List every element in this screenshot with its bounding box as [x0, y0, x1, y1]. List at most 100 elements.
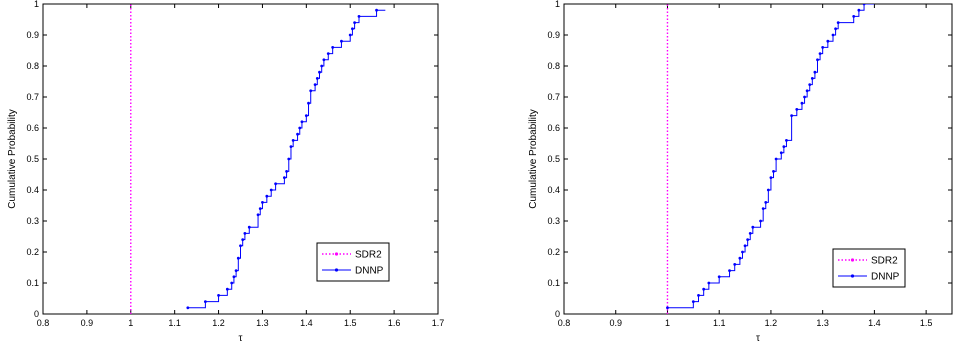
x-tick-label: 1.1	[713, 318, 726, 328]
plot-series-group	[130, 4, 386, 314]
legend-box	[316, 242, 390, 282]
series-dnnp-point	[862, 4, 866, 6]
series-dnnp-point	[772, 170, 775, 173]
series-dnnp-point	[821, 46, 825, 49]
series-dnnp-point	[331, 46, 335, 49]
series-dnnp-point	[751, 225, 755, 229]
y-tick-label: 0	[555, 309, 560, 319]
legend-marker-dnnp	[850, 274, 855, 278]
x-tick-label: 1.4	[300, 318, 313, 328]
y-tick-label: 0.7	[26, 92, 39, 102]
legend-label-dnnp: DNNP	[355, 266, 384, 277]
series-dnnp-point	[759, 219, 762, 223]
series-dnnp-point	[375, 8, 378, 12]
series-dnnp-point	[738, 256, 742, 260]
series-dnnp-point	[782, 145, 786, 149]
y-tick-label: 0.4	[26, 185, 39, 195]
series-dnnp-point	[320, 64, 324, 68]
series-dnnp-point	[666, 306, 669, 310]
y-tick-label: 0.6	[26, 123, 39, 133]
series-dnnp-point	[348, 33, 352, 37]
series-dnnp-point	[728, 269, 731, 272]
legend: SDR2 DNNP	[316, 242, 390, 282]
y-tick-label: 0.8	[547, 61, 560, 71]
series-dnnp-point	[291, 139, 295, 142]
x-tick-label: 1	[665, 318, 670, 328]
legend-box	[832, 248, 906, 288]
x-tick-label: 1.5	[344, 318, 357, 328]
series-dnnp-point	[285, 170, 288, 173]
series-dnnp-point	[322, 58, 326, 62]
legend-label-sdr2: SDR2	[871, 256, 898, 267]
series-dnnp-point	[697, 294, 700, 297]
y-tick-label: 0.5	[26, 154, 39, 164]
series-dnnp-point	[274, 182, 278, 186]
series-dnnp-point	[800, 101, 804, 105]
series-dnnp-point	[816, 58, 819, 62]
series-dnnp-point	[300, 120, 304, 124]
legend-label-dnnp: DNNP	[871, 272, 900, 283]
x-tick-label: 1.2	[765, 318, 778, 328]
series-dnnp-point	[805, 89, 809, 93]
series-dnnp-point	[241, 238, 245, 242]
series-dnnp-point	[357, 15, 361, 18]
series-dnnp-point	[764, 201, 768, 204]
series-dnnp-point	[813, 70, 817, 74]
x-tick-label: 1.7	[432, 318, 445, 328]
legend-label-sdr2: SDR2	[355, 250, 382, 261]
legend-marker-sdr2	[334, 252, 339, 256]
y-tick-label: 0.6	[547, 123, 560, 133]
series-dnnp-point	[256, 213, 260, 217]
series-dnnp-point	[304, 114, 308, 117]
series-dnnp-point	[239, 244, 242, 248]
y-tick-label: 0.2	[547, 247, 560, 257]
series-dnnp-point	[702, 287, 706, 291]
y-tick-label: 0.9	[26, 30, 39, 40]
series-dnnp-point	[803, 95, 806, 99]
series-dnnp-point	[236, 256, 240, 260]
series-dnnp-point	[265, 194, 269, 198]
x-tick-label: 0.9	[609, 318, 622, 328]
x-axis-label: τ	[756, 333, 760, 344]
y-axis-label: Cumulative Probability	[7, 109, 18, 209]
series-dnnp-point	[296, 132, 299, 136]
x-tick-label: 0.9	[81, 318, 94, 328]
series-dnnp-point	[340, 39, 343, 43]
series-dnnp-point	[353, 21, 357, 24]
y-tick-label: 0.3	[547, 216, 560, 226]
series-dnnp-point	[234, 269, 238, 272]
series-dnnp-point	[315, 77, 319, 80]
y-axis-label: Cumulative Probability	[528, 109, 539, 209]
x-tick-label: 1.2	[212, 318, 225, 328]
series-dnnp-point	[247, 225, 251, 229]
series-dnnp-point	[834, 27, 837, 31]
series-dnnp-point	[225, 287, 229, 291]
series-dnnp-point	[831, 33, 835, 37]
series-dnnp-point	[691, 300, 695, 303]
y-tick-label: 0.9	[547, 30, 560, 40]
series-dnnp-point	[261, 201, 264, 204]
series-dnnp-point	[351, 27, 354, 31]
series-dnnp-point	[269, 188, 273, 192]
series-dnnp-point	[790, 114, 794, 117]
y-tick-label: 0.2	[26, 247, 39, 257]
series-dnnp-point	[785, 139, 788, 142]
series-dnnp-point	[707, 281, 711, 285]
x-tick-label: 1.1	[168, 318, 181, 328]
chart-panel-1: 0.8 0.9 1 1.1 1.2 1.3 1.4 1.5 1.6 1.7 0 0.1 0.2 0.3 0.…	[7, 0, 444, 344]
series-dnnp-point	[203, 300, 207, 303]
series-dnnp-point	[857, 8, 861, 12]
series-dnnp-point	[769, 176, 773, 180]
series-dnnp-point	[186, 306, 190, 310]
y-tick-label: 0.1	[26, 278, 39, 288]
series-dnnp-point	[217, 294, 220, 297]
y-tick-label: 0	[34, 309, 39, 319]
series-dnnp-point	[766, 188, 770, 192]
series-dnnp-point	[810, 77, 814, 80]
series-dnnp-point	[232, 275, 236, 279]
y-tick-label: 1	[34, 0, 39, 9]
legend-marker-sdr2	[850, 258, 855, 262]
x-tick-label: 1	[128, 318, 133, 328]
plot-series-group	[666, 4, 875, 314]
